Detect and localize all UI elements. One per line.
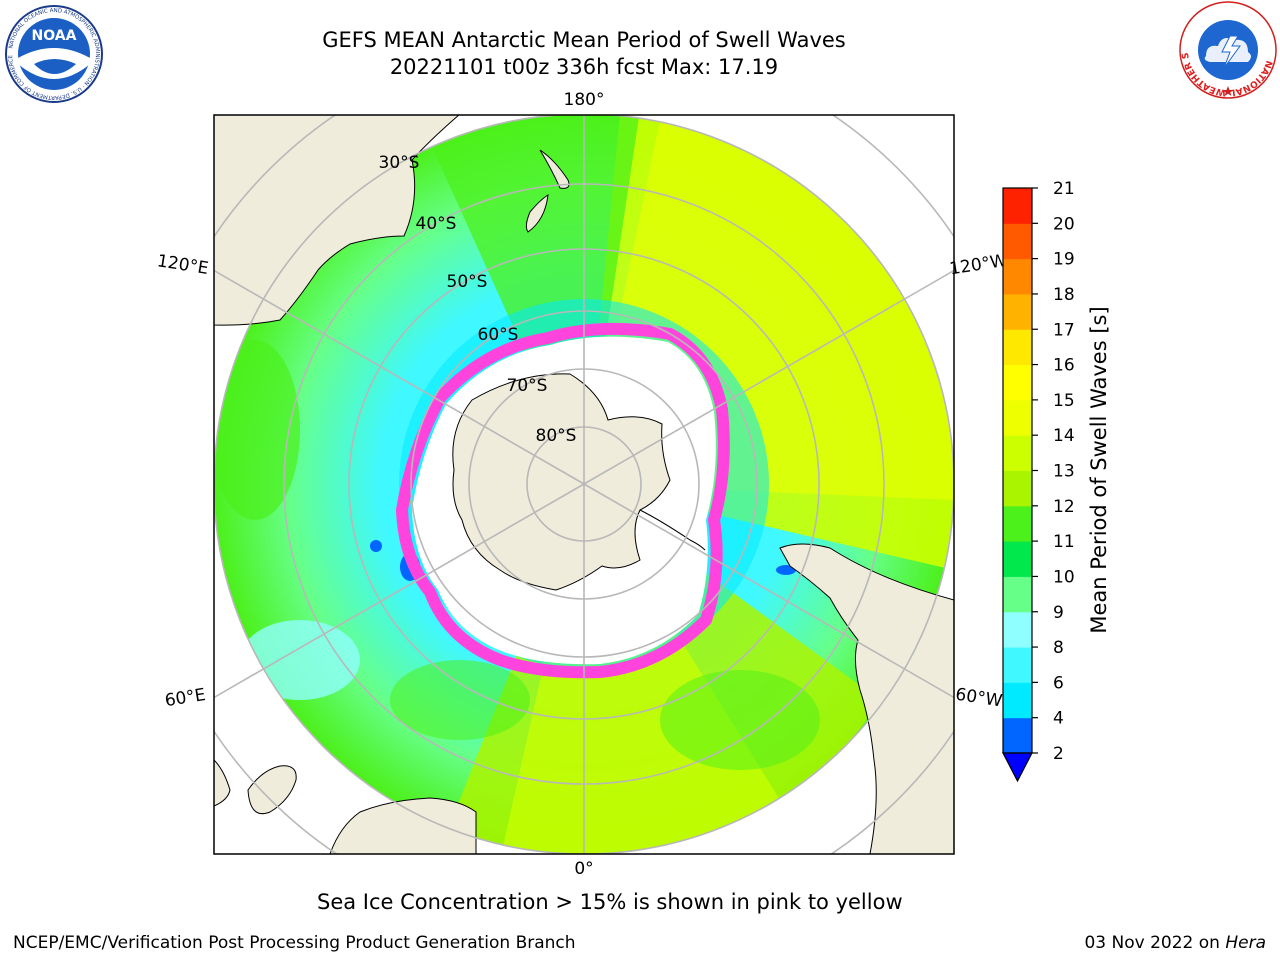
colorbar-segment <box>1003 682 1032 719</box>
colorbar-segment <box>1003 293 1032 330</box>
sea-ice-caption: Sea Ice Concentration > 15% is shown in … <box>317 890 903 914</box>
colorbar-segment <box>1003 470 1032 507</box>
colorbar-tick-label: 19 <box>1053 250 1075 270</box>
colorbar-tick-label: 15 <box>1053 391 1075 411</box>
colorbar-tick-label: 14 <box>1053 426 1075 446</box>
noaa-logo-text: NOAA <box>32 28 77 44</box>
south-america <box>779 543 954 854</box>
colorbar-segment <box>1003 258 1032 295</box>
colorbar-segment <box>1003 505 1032 542</box>
colorbar-segment <box>1003 329 1032 366</box>
australia <box>214 115 460 326</box>
colorbar-segment <box>1003 647 1032 683</box>
colorbar-segment <box>1003 223 1032 260</box>
colorbar-segment <box>1003 399 1032 436</box>
colorbar-segment <box>1003 188 1032 224</box>
colorbar-tick-label: 11 <box>1053 532 1075 552</box>
colorbar-tick-label: 21 <box>1053 179 1075 199</box>
lon-label-180: 180° <box>564 90 605 110</box>
colorbar-segment <box>1003 717 1032 754</box>
colorbar-tick-label: 8 <box>1053 638 1064 658</box>
colorbar-tick-label: 17 <box>1053 320 1075 340</box>
colorbar-tick-label: 18 <box>1053 285 1075 305</box>
colorbar-tick-label: 16 <box>1053 356 1075 376</box>
new-zealand-north <box>539 149 570 189</box>
nws-logo: NATIONAL WEATHER SERVICE <box>1175 0 1278 104</box>
colorbar-segment <box>1003 364 1032 401</box>
colorbar-tick-label: 10 <box>1053 567 1075 587</box>
meridian-lines <box>214 115 954 854</box>
footer-date-text: 03 Nov 2022 on <box>1084 933 1226 953</box>
colorbar-under-triangle <box>1002 752 1033 783</box>
colorbar-tick-label: 9 <box>1053 603 1064 623</box>
footer-date: 03 Nov 2022 on Hera <box>1084 933 1266 953</box>
chart-title: GEFS MEAN Antarctic Mean Period of Swell… <box>322 28 846 52</box>
lon-label-0: 0° <box>574 859 593 879</box>
map-frame <box>213 114 955 855</box>
southern-africa <box>329 797 477 854</box>
footer-credit: NCEP/EMC/Verification Post Processing Pr… <box>13 933 576 953</box>
chart-subtitle: 20221101 t00z 336h fcst Max: 17.19 <box>389 55 779 79</box>
lat-label-70s: 70°S <box>507 376 548 396</box>
colorbar-segment <box>1003 611 1032 648</box>
colorbar-segment <box>1003 541 1032 577</box>
madagascar <box>247 765 297 815</box>
lat-label-30s: 30°S <box>379 153 420 173</box>
colorbar-tick-label: 12 <box>1053 497 1075 517</box>
lat-label-60s: 60°S <box>478 325 519 345</box>
new-zealand-south <box>525 194 549 233</box>
colorbar-tick-label: 6 <box>1053 673 1064 693</box>
colorbar-ticks: 2 4 6 8 9 10 11 12 13 14 15 16 17 18 19 20 21 <box>1032 179 1075 764</box>
footer-machine: Hera <box>1225 933 1266 953</box>
colorbar-label: Mean Period of Swell Waves [s] <box>1087 306 1111 633</box>
antarctic-peninsula <box>639 509 706 551</box>
lat-label-50s: 50°S <box>447 272 488 292</box>
colorbar-segments <box>1003 188 1032 754</box>
lat-label-40s: 40°S <box>416 214 457 234</box>
east-africa-coast <box>214 759 231 807</box>
colorbar-segment <box>1003 576 1032 613</box>
colorbar-tick-label: 2 <box>1053 744 1064 764</box>
colorbar-segment <box>1003 435 1032 471</box>
antarctica <box>452 373 671 591</box>
colorbar-tick-label: 20 <box>1053 214 1075 234</box>
colorbar-tick-label: 4 <box>1053 709 1064 729</box>
lat-label-80s: 80°S <box>536 426 577 446</box>
noaa-logo: NATIONAL OCEANIC AND ATMOSPHERIC ADMINIS… <box>4 4 104 108</box>
colorbar-tick-label: 13 <box>1053 462 1075 482</box>
